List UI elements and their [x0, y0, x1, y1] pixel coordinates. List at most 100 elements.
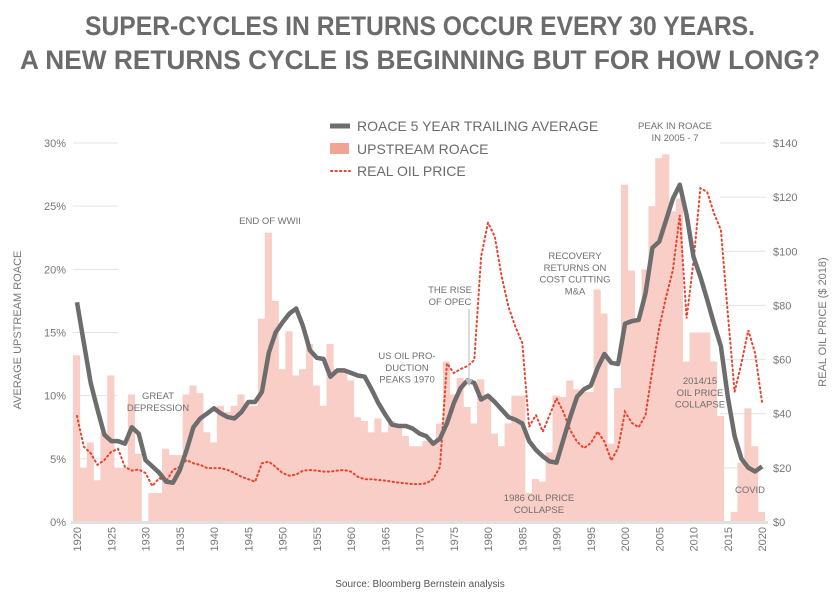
bar-1973: [436, 423, 444, 522]
x-axis-line: [71, 521, 768, 524]
bar-2012: [703, 332, 711, 522]
bar-1968: [401, 436, 409, 522]
bar-1971: [422, 441, 430, 522]
x-tick-label: 1995: [586, 527, 598, 551]
bar-1998: [607, 443, 615, 522]
y2-tick-label: $120: [773, 192, 797, 204]
bar-1961: [353, 417, 361, 522]
bar-1948: [264, 232, 272, 523]
bar-1922: [86, 442, 94, 522]
bar-1985: [518, 395, 526, 522]
annotation-text: COLLAPSE: [514, 505, 564, 516]
bar-1938: [196, 393, 204, 522]
bar-2003: [641, 269, 649, 522]
bar-1993: [573, 389, 581, 522]
y2-tick-label: $40: [773, 409, 791, 421]
x-tick-label: 2015: [723, 527, 735, 551]
y2-tick-label: $60: [773, 355, 791, 367]
bar-1933: [162, 448, 170, 522]
bar-2011: [696, 332, 704, 522]
bar-1988: [538, 481, 546, 522]
annotation-text: PEAKS 1970: [379, 375, 434, 386]
bar-1989: [545, 452, 553, 522]
bar-1941: [216, 405, 224, 522]
x-tick-label: 1980: [483, 527, 495, 551]
bar-2002: [634, 321, 642, 522]
line-series: [74, 182, 764, 488]
bar-2009: [682, 361, 690, 522]
bar-2014: [716, 415, 725, 522]
bar-1979: [477, 379, 485, 522]
x-tick-label: 1950: [278, 527, 290, 551]
bar-1923: [93, 480, 101, 522]
bar-1928: [127, 394, 135, 522]
x-tick-label: 2005: [654, 527, 666, 551]
bar-1942: [223, 412, 231, 522]
bar-1994: [579, 391, 588, 522]
bar-2020: [758, 511, 766, 522]
bar-1954: [305, 343, 314, 522]
bar-1974: [442, 361, 451, 522]
annotation-text: PEAK IN ROACE: [638, 121, 712, 132]
y-tick-label: 0%: [50, 517, 66, 529]
bar-1953: [299, 369, 307, 522]
x-tick-label: 2020: [757, 527, 769, 551]
annotation-text: OF OPEC: [429, 297, 472, 308]
bar-2019: [751, 446, 759, 522]
y2-tick-label: $140: [773, 138, 797, 150]
annotation-text: 1986 OIL PRICE: [504, 493, 574, 504]
bar-1921: [79, 467, 87, 522]
x-tick-label: 1940: [209, 527, 221, 551]
y-axis-title: AVERAGE UPSTREAM ROACE: [12, 251, 24, 410]
annotation-text: DEPRESSION: [127, 403, 189, 414]
bar-1980: [484, 394, 492, 522]
bar-1997: [600, 313, 608, 522]
bar-1967: [394, 425, 403, 522]
bar-2016: [730, 511, 738, 522]
legend-upstream-swatch: [330, 143, 349, 154]
legend: ROACE 5 YEAR TRAILING AVERAGE UPSTREAM RO…: [330, 118, 598, 179]
bar-1963: [367, 432, 375, 522]
bar-1975: [449, 394, 457, 522]
bar-1944: [237, 394, 245, 522]
annotation-text: COST CUTTING: [539, 275, 610, 286]
bar-1959: [340, 369, 348, 522]
bar-1949: [271, 300, 279, 522]
chart-title-line-2: A NEW RETURNS CYCLE IS BEGINNING BUT FOR…: [20, 45, 820, 75]
x-tick-label: 1920: [72, 527, 84, 551]
y-tick-label: 10%: [44, 391, 66, 403]
bar-1962: [360, 420, 368, 522]
bar-2017: [737, 462, 745, 522]
legend-upstream-label: UPSTREAM ROACE: [357, 141, 488, 157]
x-tick-label: 1925: [106, 527, 118, 551]
upstream-roace-bars: [73, 154, 766, 523]
annotation-text: GREAT: [142, 391, 174, 402]
y2-tick-label: $20: [773, 463, 791, 475]
bar-1960: [347, 380, 355, 522]
bar-1929: [134, 453, 142, 522]
bar-1999: [614, 388, 622, 522]
bar-2000: [621, 184, 629, 522]
bar-1977: [463, 407, 471, 522]
y-tick-label: 15%: [44, 328, 66, 340]
bar-1986: [525, 492, 533, 522]
bar-1982: [497, 446, 505, 522]
bar-2013: [710, 361, 718, 522]
legend-roace-label: ROACE 5 YEAR TRAILING AVERAGE: [357, 118, 598, 134]
bar-2001: [627, 270, 635, 522]
x-tick-label: 1985: [517, 527, 529, 551]
bar-1931: [148, 492, 156, 522]
y-tick-label: 20%: [44, 264, 66, 276]
y-tick-label: 25%: [44, 201, 66, 213]
y2-axis-title: REAL OIL PRICE ($ 2018): [817, 257, 829, 386]
bar-1957: [326, 343, 334, 522]
annotation-text: IN 2005 - 7: [652, 133, 699, 144]
x-tick-label: 1965: [380, 527, 392, 551]
bar-1976: [456, 377, 464, 522]
